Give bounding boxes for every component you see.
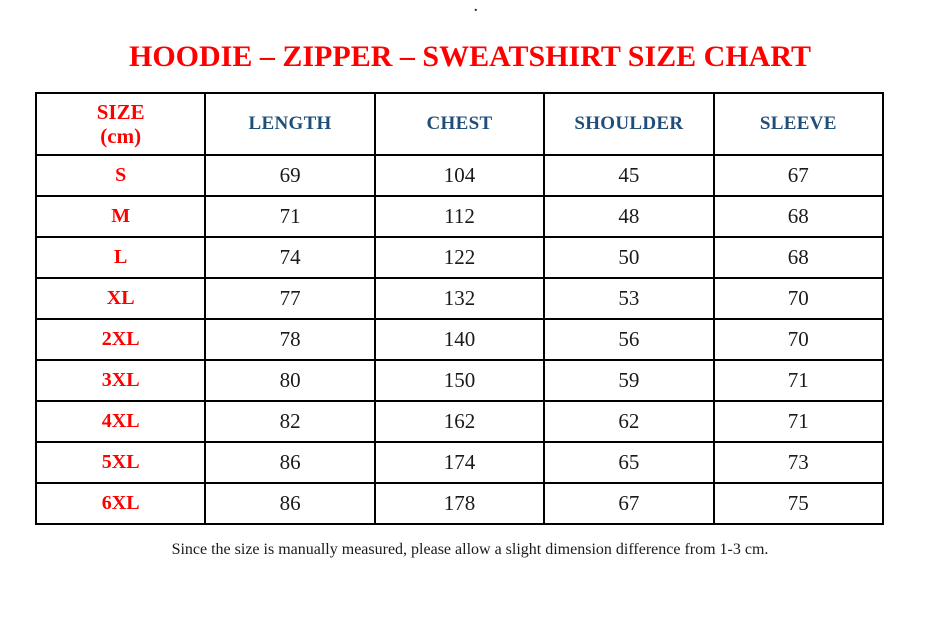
- sleeve-cell: 68: [712, 236, 885, 279]
- chest-cell: 104: [373, 154, 546, 197]
- size-header-line1: SIZE: [96, 99, 145, 124]
- table-row: 4XL 82 162 62 71: [34, 400, 885, 443]
- size-column-header: SIZE (cm): [34, 92, 207, 156]
- shoulder-cell: 62: [543, 400, 715, 443]
- size-cell: 4XL: [34, 400, 207, 443]
- chest-cell: 162: [373, 400, 546, 443]
- size-cell: M: [34, 195, 207, 238]
- length-cell: 80: [204, 359, 376, 402]
- sleeve-cell: 70: [712, 277, 885, 320]
- length-cell: 78: [204, 318, 376, 361]
- size-cell: XL: [34, 277, 207, 320]
- length-cell: 69: [204, 154, 376, 197]
- length-cell: 71: [204, 195, 376, 238]
- shoulder-cell: 59: [543, 359, 715, 402]
- shoulder-cell: 48: [543, 195, 715, 238]
- table-header-row: SIZE (cm) LENGTH CHEST SHOULDER SLEEVE: [34, 92, 885, 156]
- sleeve-cell: 70: [712, 318, 885, 361]
- sleeve-cell: 73: [712, 441, 885, 484]
- chest-cell: 178: [373, 482, 546, 525]
- size-cell: 2XL: [34, 318, 207, 361]
- chest-cell: 140: [373, 318, 546, 361]
- length-column-header: LENGTH: [204, 92, 376, 156]
- chest-column-header: CHEST: [373, 92, 546, 156]
- table-row: XL 77 132 53 70: [34, 277, 885, 320]
- shoulder-cell: 56: [543, 318, 715, 361]
- length-cell: 74: [204, 236, 376, 279]
- chest-cell: 132: [373, 277, 546, 320]
- sleeve-cell: 75: [712, 482, 885, 525]
- size-header-line2: (cm): [100, 124, 142, 148]
- table-row: M 71 112 48 68: [34, 195, 885, 238]
- table-row: 5XL 86 174 65 73: [34, 441, 885, 484]
- table-row: 3XL 80 150 59 71: [34, 359, 885, 402]
- sleeve-column-header: SLEEVE: [712, 92, 885, 156]
- shoulder-cell: 50: [543, 236, 715, 279]
- table-row: L 74 122 50 68: [34, 236, 885, 279]
- length-cell: 82: [204, 400, 376, 443]
- size-cell: 6XL: [34, 482, 207, 525]
- sleeve-cell: 68: [712, 195, 885, 238]
- length-cell: 86: [204, 482, 376, 525]
- shoulder-cell: 53: [543, 277, 715, 320]
- sleeve-cell: 71: [712, 359, 885, 402]
- chest-cell: 112: [373, 195, 546, 238]
- sleeve-cell: 67: [712, 154, 885, 197]
- measurement-disclaimer: Since the size is manually measured, ple…: [171, 541, 769, 558]
- sleeve-cell: 71: [712, 400, 885, 443]
- table-row: S 69 104 45 67: [34, 154, 885, 197]
- size-cell: 5XL: [34, 441, 207, 484]
- size-cell: L: [34, 236, 207, 279]
- table-row: 2XL 78 140 56 70: [34, 318, 885, 361]
- chest-cell: 150: [373, 359, 546, 402]
- shoulder-cell: 45: [543, 154, 715, 197]
- size-chart-table: SIZE (cm) LENGTH CHEST SHOULDER SLEEVE S…: [34, 92, 885, 525]
- chest-cell: 174: [373, 441, 546, 484]
- size-cell: S: [34, 154, 207, 197]
- shoulder-column-header: SHOULDER: [543, 92, 715, 156]
- shoulder-cell: 67: [543, 482, 715, 525]
- length-cell: 86: [204, 441, 376, 484]
- stray-dot: .: [474, 0, 478, 15]
- length-cell: 77: [204, 277, 376, 320]
- page-title: HOODIE – ZIPPER – SWEATSHIRT SIZE CHART: [129, 40, 811, 73]
- size-cell: 3XL: [34, 359, 207, 402]
- table-row: 6XL 86 178 67 75: [34, 482, 885, 525]
- chest-cell: 122: [373, 236, 546, 279]
- shoulder-cell: 65: [543, 441, 715, 484]
